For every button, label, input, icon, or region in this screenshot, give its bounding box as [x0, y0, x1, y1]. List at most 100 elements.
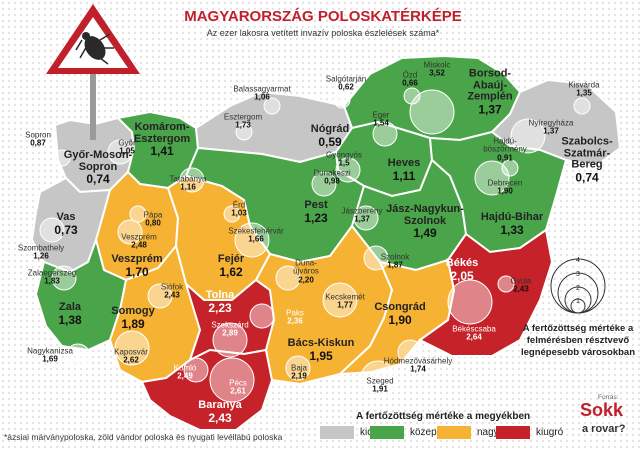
legend-label: kicsi	[360, 426, 379, 439]
city-label: Békéscsaba 2,64	[452, 325, 496, 343]
city-bubble	[107, 139, 133, 165]
county-value: 0,74	[86, 172, 110, 187]
city-value: 2,20	[298, 275, 314, 285]
city-label: Veszprém 2,48	[121, 233, 157, 251]
city-label: Jászberény 1,37	[342, 207, 383, 225]
legend-label: kiugró	[536, 427, 564, 438]
county-value: 0,74	[575, 170, 599, 185]
city-bubble	[179, 167, 205, 193]
city-label: Balassagyarmat 1,06	[233, 85, 290, 103]
city-label: Gyula 2,43	[511, 277, 532, 295]
city-value: 2,89	[222, 329, 238, 338]
city-name: Dunakeszi	[313, 168, 351, 178]
city-label: Kisvárda 1,35	[568, 81, 599, 99]
city-value: 1,83	[44, 277, 60, 286]
county-label-szabolcs-szatmar-bereg: Szabolcs-Szatmár- Bereg 0,74	[561, 136, 614, 183]
city-value: 0,62	[338, 83, 354, 92]
city-bubble	[285, 355, 311, 381]
city-bubble	[117, 219, 143, 245]
county-value: 1,41	[150, 144, 174, 159]
legend-swatch	[496, 426, 530, 439]
county-value: 1,49	[413, 226, 437, 241]
city-name: Eger	[372, 110, 390, 120]
bubble-size-legend: 4 3 2 1	[550, 257, 606, 314]
city-bubble	[403, 87, 421, 105]
city-name: Sopron	[25, 130, 51, 140]
city-label: Szombathely 1,26	[17, 243, 65, 262]
county-value: 0,73	[54, 222, 78, 237]
city-label: Nagykanizsa 1,69	[27, 346, 73, 365]
county-label-heves: Heves 1,11	[388, 157, 420, 182]
county-name: Veszprém	[111, 252, 163, 265]
county-label-veszprem: Veszprém 1,70	[111, 252, 163, 279]
city-value: 1,26	[33, 252, 49, 261]
city-bubble	[333, 91, 351, 109]
city-bubble	[39, 217, 65, 243]
city-label: Duna- újváros 2,20	[293, 259, 319, 284]
county-value: 1,70	[125, 264, 149, 279]
county-name: Békés	[445, 256, 479, 269]
city-name: Zalaegerszeg	[27, 268, 77, 278]
city-value: 2,19	[291, 372, 307, 381]
county-value: 1,38	[58, 312, 82, 327]
city-label: Eger 1,54	[372, 110, 390, 129]
city-label: Hódmezővásárhely 1,74	[384, 357, 452, 375]
city-label: Miskolc 3,52	[423, 60, 451, 79]
city-value: 2,43	[513, 285, 529, 294]
city-name: Szeged	[366, 376, 394, 386]
city-bubble	[322, 282, 358, 318]
county-name: Hajdú-Bihar	[480, 210, 544, 223]
county-label-zala: Zala 1,38	[58, 301, 82, 327]
city-value: 0,66	[402, 79, 418, 88]
county-hajdu-bihar	[428, 130, 568, 254]
city-label: Siófok 2,43	[161, 283, 183, 301]
county-value: 1,62	[219, 264, 243, 279]
city-name: Érd	[232, 200, 246, 210]
city-bubble	[353, 205, 379, 231]
city-value: 1,91	[372, 385, 388, 394]
city-label: Kecskemét 1,77	[325, 293, 365, 311]
legend-label: nagy	[477, 427, 499, 438]
city-value: 2,49	[177, 372, 193, 381]
city-label: Érd 1,03	[231, 200, 247, 219]
city-name: Nyíregyháza	[528, 118, 574, 128]
city-name: Miskolc	[423, 60, 451, 70]
city-label: Zalaegerszeg 1,83	[27, 268, 77, 287]
brand-logo: Forrás: Sokk a rovar?	[574, 394, 638, 446]
city-label: Pécs 2,61	[229, 379, 247, 397]
county-name: Szabolcs-Szatmár- Bereg	[561, 135, 613, 171]
city-value: 0,87	[30, 139, 46, 148]
city-value: 2,43	[164, 291, 180, 300]
county-label-fejer: Fejér 1,62	[218, 253, 244, 279]
legend-swatch	[320, 426, 354, 439]
city-bubble	[335, 157, 361, 183]
city-name: Hajdú- böszörmény	[483, 136, 527, 154]
city-label: Pápa 0,80	[144, 211, 163, 229]
city-label: Baja 2,19	[291, 364, 307, 382]
county-name: Győr-Moson- Sopron	[63, 149, 133, 173]
city-name: Duna- újváros	[293, 258, 319, 276]
city-value: 1,66	[248, 235, 264, 244]
city-name: Szombathely	[17, 243, 65, 253]
county-value: 2,43	[208, 410, 232, 425]
city-value: 1,37	[354, 215, 370, 224]
legend-swatch	[370, 426, 404, 439]
city-value: 1,77	[337, 301, 353, 310]
city-value: 1,06	[254, 93, 270, 102]
bubble-legend-tick: 1	[576, 298, 580, 305]
bubble-legend-tick: 2	[576, 285, 580, 292]
county-name: Jász-Nagykun- Szolnok	[386, 203, 464, 227]
city-bubble	[510, 118, 546, 154]
county-name: Pest	[304, 198, 328, 211]
county-name: Baranya	[198, 398, 242, 411]
city-label: Szolnok 1,87	[381, 253, 409, 271]
city-value: 2,36	[287, 317, 303, 326]
city-name: Nagykanizsa	[27, 346, 73, 356]
city-bubbles-layer	[39, 87, 591, 403]
city-name: Esztergom	[223, 112, 263, 122]
city-bubble	[209, 357, 255, 403]
county-value: 2,05	[450, 268, 474, 283]
city-label: Salgótarján 0,62	[326, 75, 366, 93]
county-value: 1,23	[304, 210, 328, 225]
